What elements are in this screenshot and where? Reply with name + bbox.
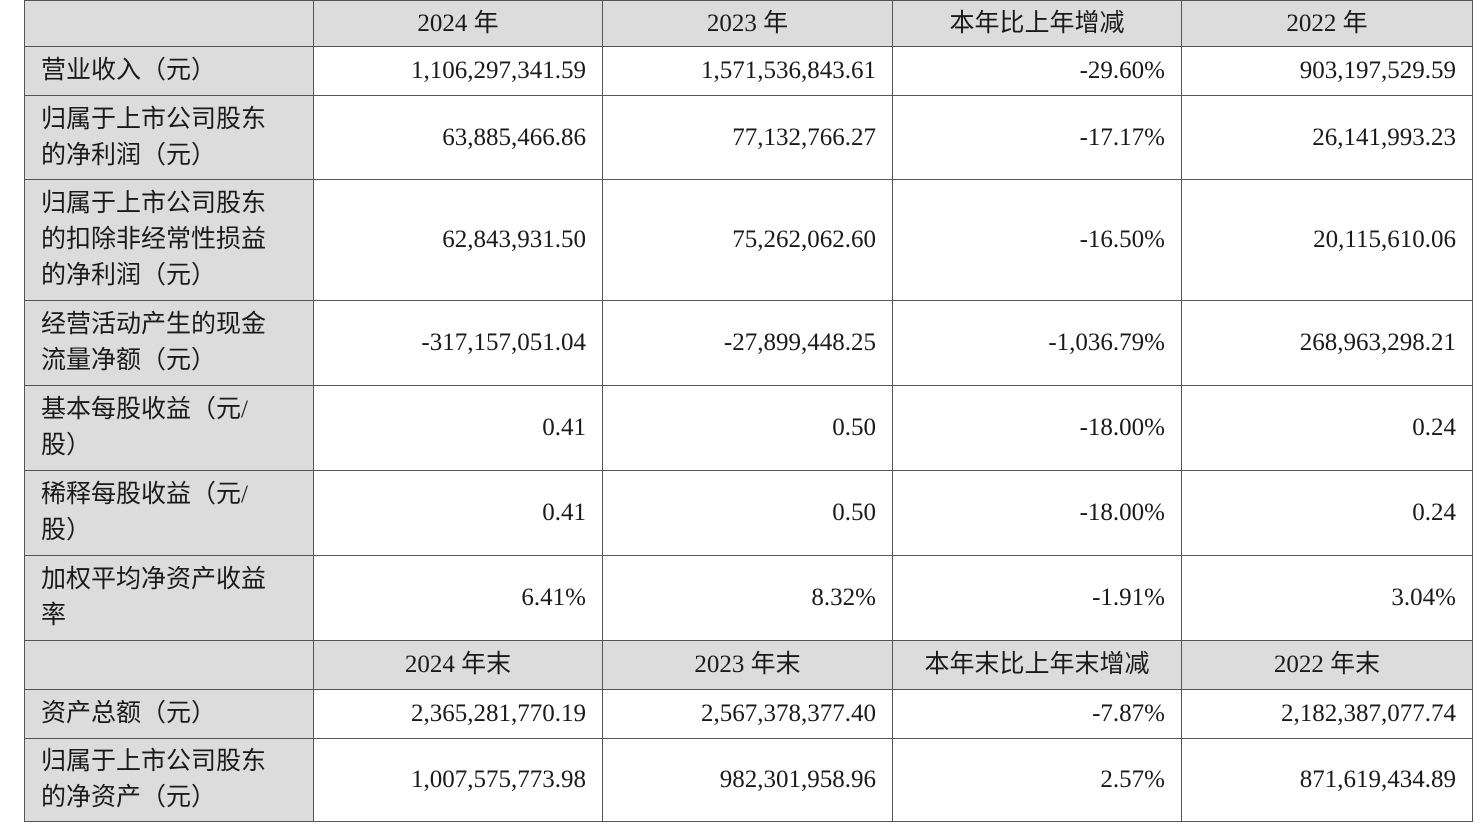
value-cell: 2.57% [892,738,1182,822]
table-row: 归属于上市公司股东 的净资产（元） 1,007,575,773.98 982,301,… [24,738,1473,822]
row-label-line: 的扣除非经常性损益 [41,226,267,253]
row-label-line: 归属于上市公司股东 [41,748,267,775]
value-cell: 62,843,931.50 [313,179,603,301]
financial-summary-table: 2024 年 2023 年本年比上年增减 2022 年营业收入（元） 1,106,29… [24,0,1473,822]
row-label-line: 营业收入（元） [41,57,217,84]
column-header: 2023 年末 [602,640,893,690]
value-cell: 0.24 [1181,385,1473,471]
row-label: 归属于上市公司股东 的净利润（元） [24,95,314,180]
column-header: 2023 年 [602,0,893,47]
row-label-line: 流量净额（元） [41,347,217,374]
row-label: 加权平均净资产收益率 [24,555,314,641]
value-cell: -1.91% [892,555,1182,641]
value-cell: 2,182,387,077.74 [1181,689,1473,739]
header-row-year-end: 2024 年末 2023 年末 本年末比上年末增减 2022 年末 [24,640,1473,690]
value-cell: 0.24 [1181,470,1473,556]
value-cell: 6.41% [313,555,603,641]
row-label-line: 的净资产（元） [41,784,217,811]
value-cell: 1,106,297,341.59 [313,46,603,96]
financial-summary-body: 2024 年 2023 年本年比上年增减 2022 年营业收入（元） 1,106,29… [24,0,1473,822]
table-row: 资产总额（元） 2,365,281,770.19 2,567,378,377.40-… [24,689,1473,739]
table-row: 稀释每股收益（元/股） 0.41 0.50 -18.00% 0.24 [24,470,1473,556]
table-row: 加权平均净资产收益率 6.41% 8.32% -1.91% 3.04% [24,555,1473,641]
value-cell: 63,885,466.86 [313,95,603,180]
header-row-annual: 2024 年 2023 年本年比上年增减 2022 年 [24,0,1473,47]
row-label: 归属于上市公司股东 的净资产（元） [24,738,314,822]
value-cell: 982,301,958.96 [602,738,893,822]
value-cell: -27,899,448.25 [602,300,893,386]
table-row: 归属于上市公司股东 的净利润（元） 63,885,466.86 77,132,766.… [24,95,1473,180]
header-corner-cell [24,640,314,690]
value-cell: 3.04% [1181,555,1473,641]
table-row: 经营活动产生的现金 流量净额（元） -317,157,051.04 -27,899,4… [24,300,1473,386]
row-label-line: 资产总额（元） [41,700,217,727]
column-header: 本年末比上年末增减 [892,640,1182,690]
value-cell: 20,115,610.06 [1181,179,1473,301]
column-header: 2022 年末 [1181,640,1473,690]
row-label-line: 归属于上市公司股东 [41,190,267,217]
row-label: 归属于上市公司股东 的扣除非经常性损益 的净利润（元） [24,179,314,301]
row-label-line: 股） [41,432,92,459]
row-label: 基本每股收益（元/股） [24,385,314,471]
value-cell: 26,141,993.23 [1181,95,1473,180]
value-cell: 268,963,298.21 [1181,300,1473,386]
row-label-line: 基本每股收益（元/ [41,396,248,423]
value-cell: -16.50% [892,179,1182,301]
column-header: 2022 年 [1181,0,1473,47]
value-cell: 2,365,281,770.19 [313,689,603,739]
value-cell: 871,619,434.89 [1181,738,1473,822]
value-cell: 903,197,529.59 [1181,46,1473,96]
value-cell: 2,567,378,377.40 [602,689,893,739]
row-label-line: 稀释每股收益（元/ [41,481,248,508]
row-label: 稀释每股收益（元/股） [24,470,314,556]
column-header: 2024 年末 [313,640,603,690]
column-header: 本年比上年增减 [892,0,1182,47]
header-corner-cell [24,0,314,47]
row-label-line: 的净利润（元） [41,262,217,289]
row-label: 资产总额（元） [24,689,314,739]
table-row: 归属于上市公司股东 的扣除非经常性损益 的净利润（元） 62,843,931.50 75… [24,179,1473,301]
value-cell: -1,036.79% [892,300,1182,386]
table-row: 营业收入（元） 1,106,297,341.59 1,571,536,843.61-… [24,46,1473,96]
row-label: 经营活动产生的现金 流量净额（元） [24,300,314,386]
value-cell: -29.60% [892,46,1182,96]
column-header: 2024 年 [313,0,603,47]
row-label-line: 率 [41,602,67,629]
value-cell: 75,262,062.60 [602,179,893,301]
value-cell: 0.41 [313,385,603,471]
value-cell: 1,007,575,773.98 [313,738,603,822]
value-cell: -18.00% [892,470,1182,556]
value-cell: 0.50 [602,470,893,556]
row-label-line: 加权平均净资产收益 [41,566,267,593]
value-cell: -17.17% [892,95,1182,180]
row-label: 营业收入（元） [24,46,314,96]
row-label-line: 的净利润（元） [41,141,217,169]
value-cell: 0.50 [602,385,893,471]
value-cell: 1,571,536,843.61 [602,46,893,96]
row-label-line: 经营活动产生的现金 [41,311,267,338]
row-label-line: 股） [41,517,92,544]
value-cell: 0.41 [313,470,603,556]
value-cell: -7.87% [892,689,1182,739]
row-label-line: 归属于上市公司股东 [41,105,267,133]
table-row: 基本每股收益（元/股） 0.41 0.50 -18.00% 0.24 [24,385,1473,471]
value-cell: -18.00% [892,385,1182,471]
value-cell: 77,132,766.27 [602,95,893,180]
value-cell: -317,157,051.04 [313,300,603,386]
value-cell: 8.32% [602,555,893,641]
